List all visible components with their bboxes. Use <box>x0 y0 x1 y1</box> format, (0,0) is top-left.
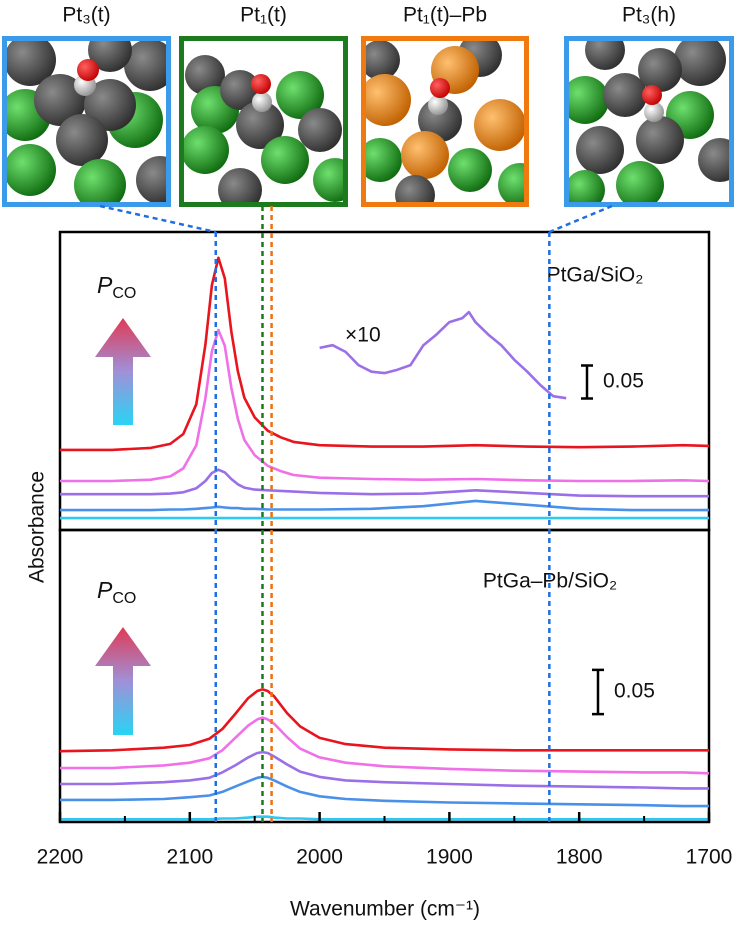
x-tick-label: 1800 <box>556 846 603 869</box>
image-frame <box>361 36 529 207</box>
pressure-symbol: P <box>97 577 113 603</box>
x-tick-label: 2000 <box>296 846 343 869</box>
image-frame <box>179 36 348 207</box>
image-frame <box>2 36 171 207</box>
connector-line <box>548 204 613 234</box>
x-tick-label: 1900 <box>426 846 473 869</box>
y-axis-label: Absorbance <box>26 471 49 583</box>
x-tick-label: 2200 <box>37 846 84 869</box>
panel-label: PtGa–Pb/SiO₂ <box>483 570 617 593</box>
panel-label: PtGa/SiO₂ <box>547 264 644 287</box>
pressure-label: PCO <box>97 272 136 302</box>
x-tick-label: 1700 <box>686 846 733 869</box>
structure-image <box>365 41 525 202</box>
spectrum-line <box>60 716 710 775</box>
inset-label: ×10 <box>345 324 381 347</box>
x-axis-label: Wavenumber (cm⁻¹) <box>290 898 480 921</box>
spectrum-line <box>60 775 709 808</box>
spectrum-line <box>60 256 710 452</box>
spectrum-line <box>60 328 710 483</box>
spectrum-line <box>59 688 709 753</box>
image-label: Pt₃(h) <box>622 4 676 27</box>
scale-bar-label: 0.05 <box>603 370 644 393</box>
spectrum-line <box>60 499 709 512</box>
scale-bar-label: 0.05 <box>614 680 655 703</box>
spectrum-line <box>60 468 709 498</box>
spectrum-line <box>60 815 709 821</box>
image-frame <box>564 36 734 207</box>
x-tick-label: 2100 <box>166 846 213 869</box>
pressure-subscript: CO <box>112 590 136 607</box>
scale-bar <box>581 364 593 400</box>
connector-line <box>99 204 217 234</box>
pressure-label: PCO <box>97 577 136 607</box>
image-label: Pt₁(t) <box>240 4 287 27</box>
pressure-symbol: P <box>97 272 113 298</box>
structure-image <box>183 41 344 202</box>
pressure-arrow <box>95 627 151 735</box>
image-label: Pt₃(t) <box>62 4 110 27</box>
structure-image <box>568 41 730 202</box>
inset-line <box>319 310 567 400</box>
pressure-subscript: CO <box>112 285 136 302</box>
pressure-arrow <box>95 318 151 425</box>
spectrum-line <box>60 750 709 790</box>
structure-image <box>6 41 167 202</box>
image-label: Pt₁(t)–Pb <box>403 4 487 27</box>
scale-bar <box>592 668 604 716</box>
